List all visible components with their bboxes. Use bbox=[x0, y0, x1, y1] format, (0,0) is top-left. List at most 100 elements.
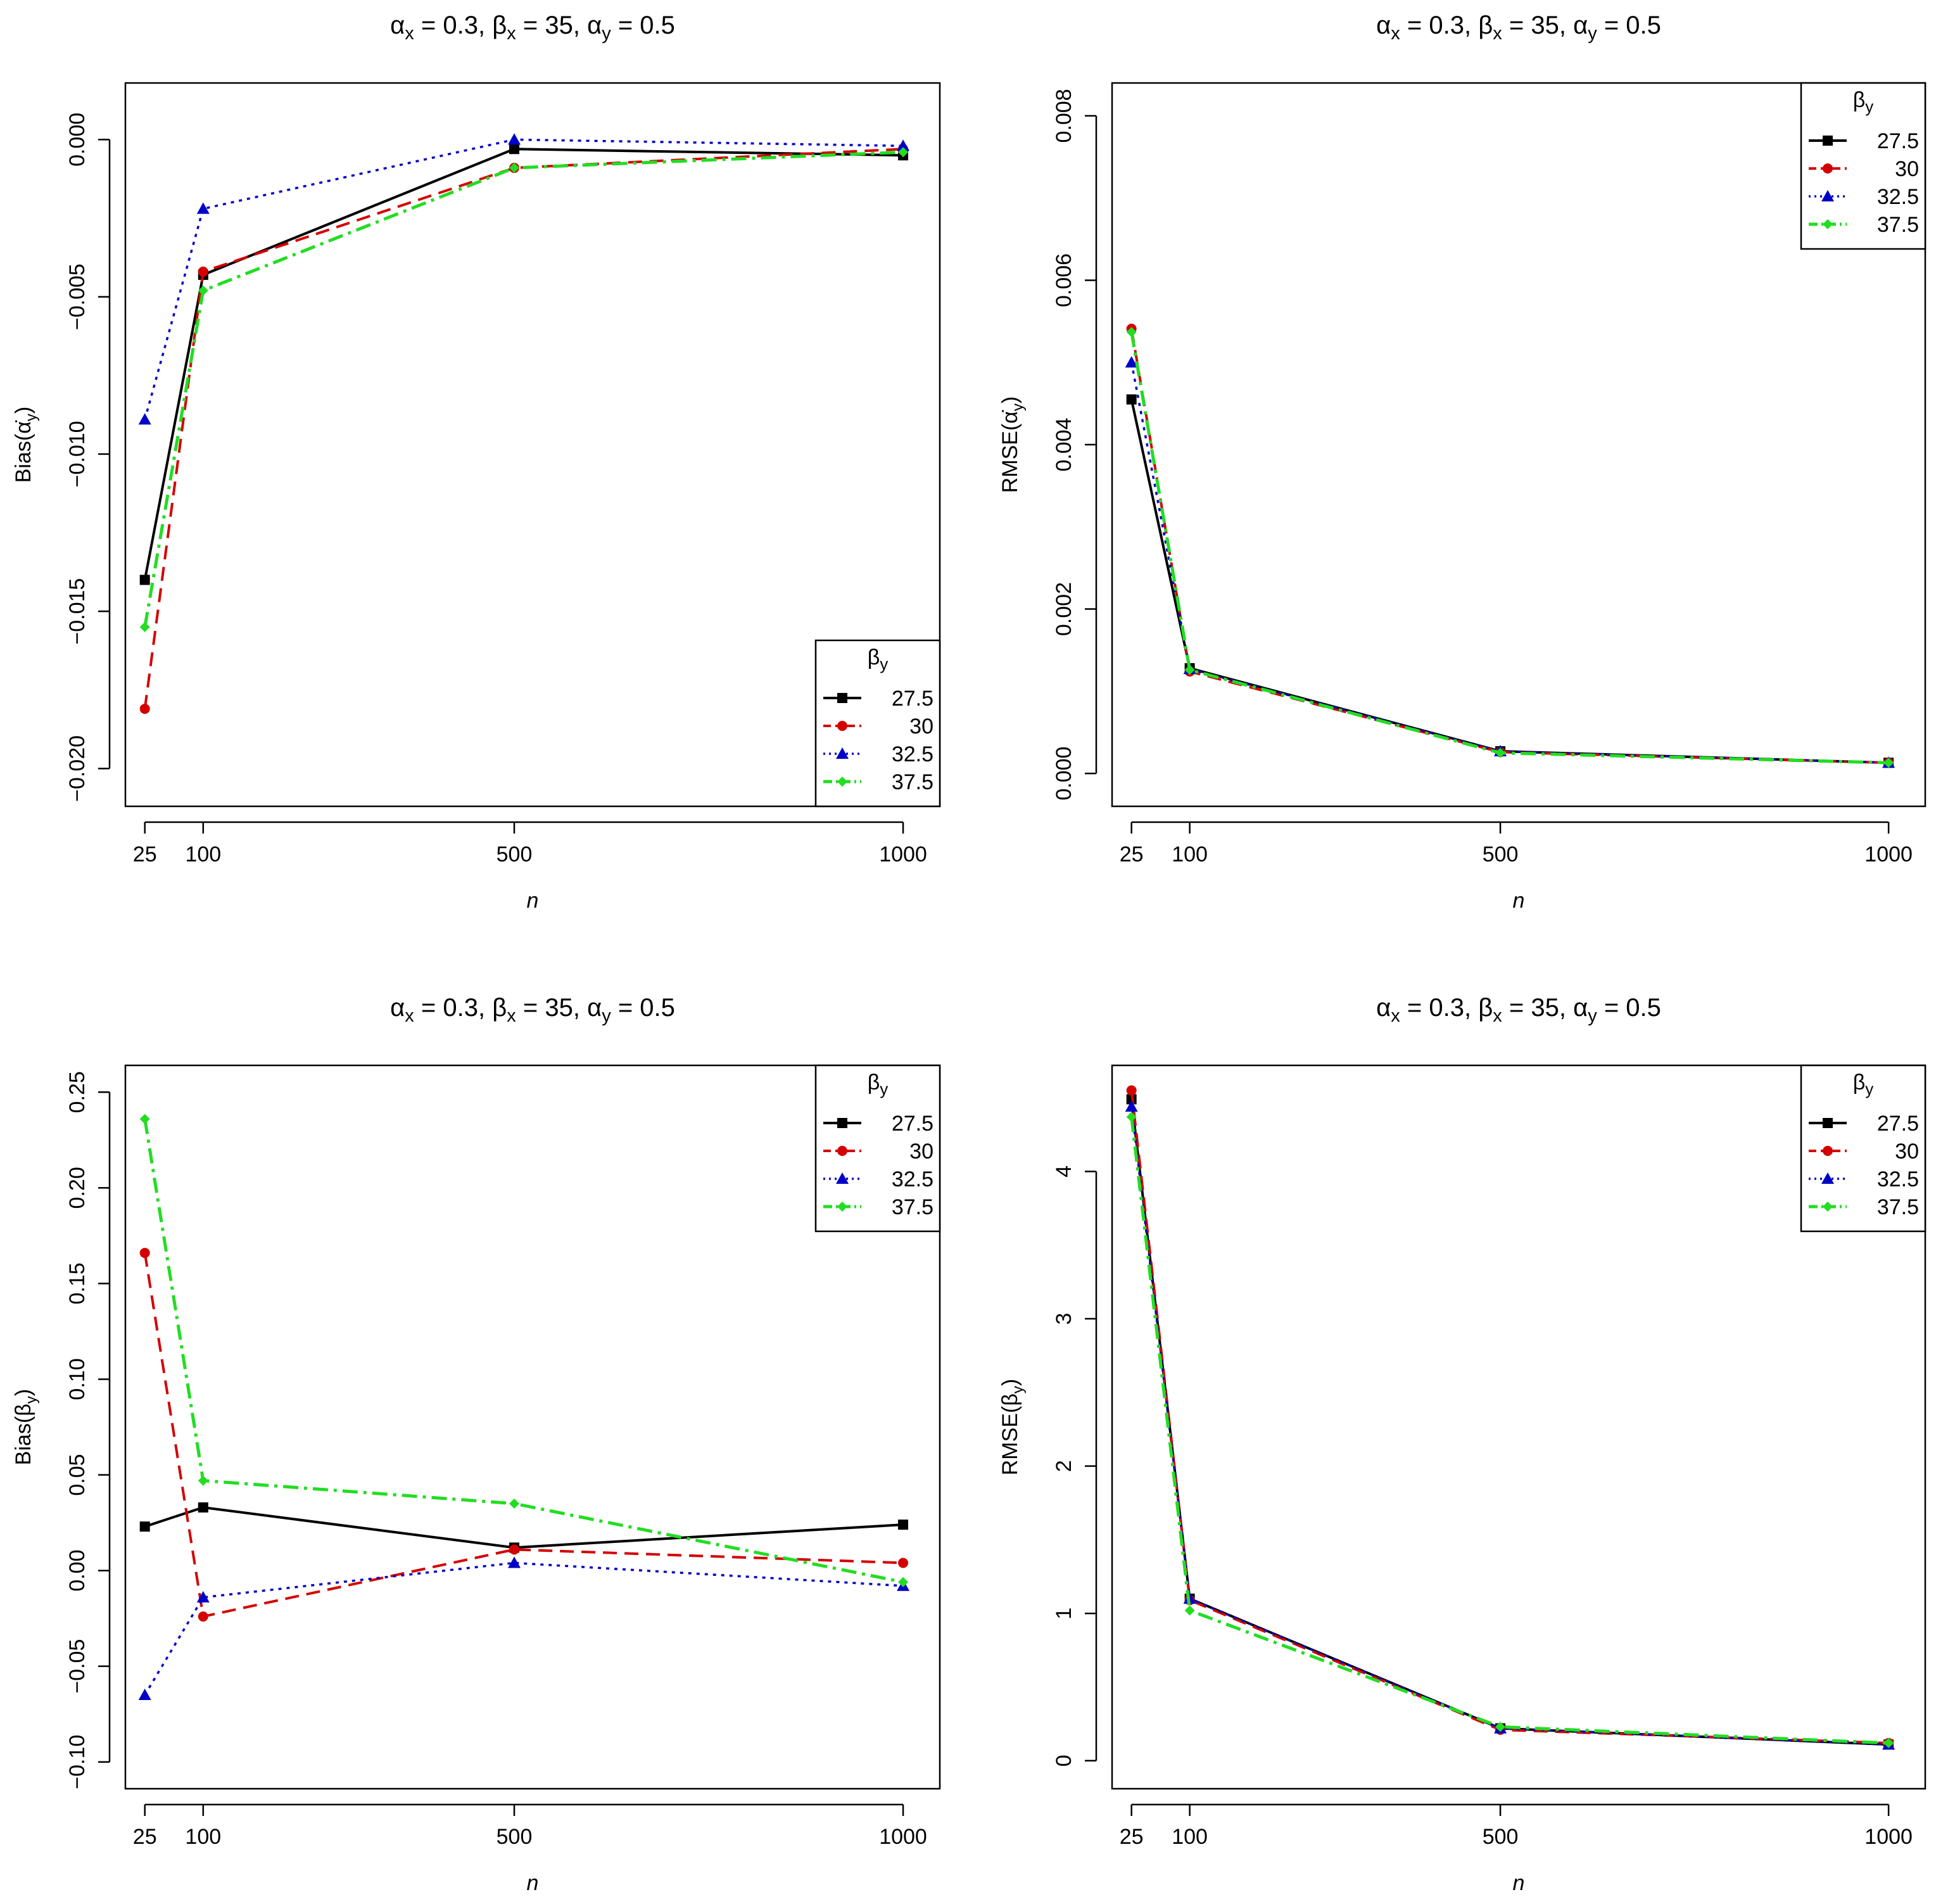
y-axis: 0.000 0.002 0.004 0.006 0.008 bbox=[1052, 89, 1098, 801]
data-point bbox=[509, 163, 520, 174]
y-tick-label: 0.10 bbox=[65, 1358, 89, 1400]
y-axis-label: Bias(βy) bbox=[11, 1389, 40, 1465]
series-line bbox=[1130, 328, 1889, 765]
legend-label: 30 bbox=[1895, 157, 1919, 181]
y-tick-label: −0.10 bbox=[65, 1735, 89, 1789]
x-tick-label: 25 bbox=[133, 1825, 157, 1849]
y-tick-label: 0.15 bbox=[65, 1262, 89, 1304]
data-point bbox=[898, 1558, 909, 1568]
y-tick-label: 0.002 bbox=[1052, 582, 1076, 636]
series-30 bbox=[139, 144, 909, 714]
y-axis-label: RMSE(α̇y) bbox=[998, 397, 1027, 493]
legend-title: βy bbox=[1853, 1070, 1874, 1098]
data-point bbox=[508, 1556, 521, 1568]
series-30 bbox=[139, 1248, 909, 1622]
legend-marker bbox=[837, 1202, 847, 1212]
legend-entry-30: 30 bbox=[823, 714, 933, 739]
series-line bbox=[1130, 1106, 1889, 1746]
legend-entry-37.5: 37.5 bbox=[1809, 213, 1919, 237]
series-line bbox=[144, 1561, 904, 1696]
x-tick-label: 500 bbox=[497, 1825, 533, 1849]
legend-entry-32.5: 32.5 bbox=[1809, 185, 1919, 209]
legend-box bbox=[1800, 1064, 1927, 1233]
legend-label: 27.5 bbox=[892, 1112, 933, 1136]
y-axis: −0.10 −0.05 0.00 0.05 0.10 0.15 0.20 0.25 bbox=[65, 1071, 111, 1789]
x-axis-label: n bbox=[527, 889, 539, 913]
data-point bbox=[139, 621, 150, 632]
y-axis: 0 1 2 3 4 bbox=[1052, 1165, 1098, 1767]
x-axis-label: n bbox=[527, 1871, 539, 1895]
series-line bbox=[1130, 399, 1889, 765]
data-point bbox=[139, 1521, 150, 1532]
data-point bbox=[1184, 664, 1195, 675]
series-37.5 bbox=[139, 147, 909, 632]
data-point bbox=[198, 285, 208, 296]
series-27.5 bbox=[139, 144, 909, 585]
data-point bbox=[1495, 747, 1506, 758]
legend-box bbox=[1800, 82, 1927, 250]
data-point bbox=[138, 413, 151, 425]
data-point bbox=[198, 1502, 208, 1513]
data-point bbox=[1126, 1085, 1137, 1096]
data-point bbox=[138, 1688, 151, 1700]
legend-entry-32.5: 32.5 bbox=[823, 1167, 933, 1191]
legend-label: 30 bbox=[1895, 1139, 1919, 1164]
y-tick-label: 0.20 bbox=[65, 1167, 89, 1209]
series-37.5 bbox=[1126, 1112, 1894, 1748]
legend-label: 32.5 bbox=[1877, 1167, 1919, 1191]
x-axis: 25 100 500 1000 bbox=[133, 1803, 927, 1849]
legend-marker bbox=[1823, 1202, 1833, 1212]
data-point bbox=[139, 704, 150, 714]
legend-box bbox=[814, 1064, 941, 1233]
series-line bbox=[1130, 1117, 1889, 1745]
y-tick-label: 0.000 bbox=[65, 113, 89, 167]
y-tick-label: −0.005 bbox=[65, 263, 89, 330]
legend-entry-37.5: 37.5 bbox=[823, 770, 933, 794]
series-line bbox=[143, 148, 904, 709]
x-tick-label: 100 bbox=[185, 1825, 221, 1849]
data-point bbox=[198, 1611, 208, 1622]
y-tick-label: 0.008 bbox=[1052, 89, 1076, 143]
legend-entry-27.5: 27.5 bbox=[1809, 1112, 1919, 1136]
x-axis: 25 100 500 1000 bbox=[1120, 821, 1913, 866]
x-tick-label: 500 bbox=[497, 842, 533, 866]
legend-marker bbox=[1823, 1118, 1833, 1128]
legend-label: 32.5 bbox=[892, 1167, 933, 1191]
series-27.5 bbox=[1126, 394, 1894, 768]
panel-2: αx = 0.3, βx = 35, αy = 0.5 25 100 500 1000 n… bbox=[998, 11, 1927, 913]
data-point bbox=[897, 139, 910, 151]
series-line bbox=[1130, 1099, 1889, 1746]
y-tick-label: 0.25 bbox=[65, 1071, 89, 1113]
series-line bbox=[1130, 1090, 1889, 1744]
x-tick-label: 100 bbox=[1172, 1825, 1208, 1849]
y-tick-label: 4 bbox=[1052, 1165, 1076, 1177]
x-tick-label: 25 bbox=[1120, 842, 1144, 866]
panel-4: αx = 0.3, βx = 35, αy = 0.5 25 100 500 1000 n… bbox=[998, 994, 1927, 1895]
y-axis: −0.020 −0.015 −0.010 −0.005 0.000 bbox=[65, 113, 111, 802]
chart-title: αx = 0.3, βx = 35, αy = 0.5 bbox=[1376, 994, 1661, 1026]
legend-label: 30 bbox=[909, 714, 933, 739]
y-tick-label: 0.00 bbox=[65, 1549, 89, 1591]
y-tick-label: 0.006 bbox=[1052, 253, 1076, 307]
series-line bbox=[143, 1252, 904, 1618]
data-point bbox=[508, 133, 521, 145]
data-point bbox=[1883, 1737, 1894, 1748]
data-point bbox=[1125, 356, 1138, 368]
series-32.5 bbox=[138, 133, 910, 425]
data-point bbox=[898, 1520, 909, 1530]
legend-label: 27.5 bbox=[1877, 129, 1919, 153]
y-tick-label: 0 bbox=[1052, 1755, 1076, 1767]
legend-entry-27.5: 27.5 bbox=[823, 1112, 933, 1136]
legend-marker bbox=[837, 693, 847, 703]
series-30 bbox=[1126, 1085, 1894, 1748]
data-point bbox=[1126, 394, 1137, 405]
legend-marker bbox=[1823, 163, 1833, 174]
x-axis-label: n bbox=[1513, 1871, 1525, 1895]
plot-frame bbox=[1111, 82, 1927, 808]
legend-marker bbox=[1823, 136, 1833, 146]
x-tick-label: 100 bbox=[185, 842, 221, 866]
series-line bbox=[1130, 331, 1889, 765]
y-axis-label: Bias(α̇y) bbox=[11, 407, 40, 483]
